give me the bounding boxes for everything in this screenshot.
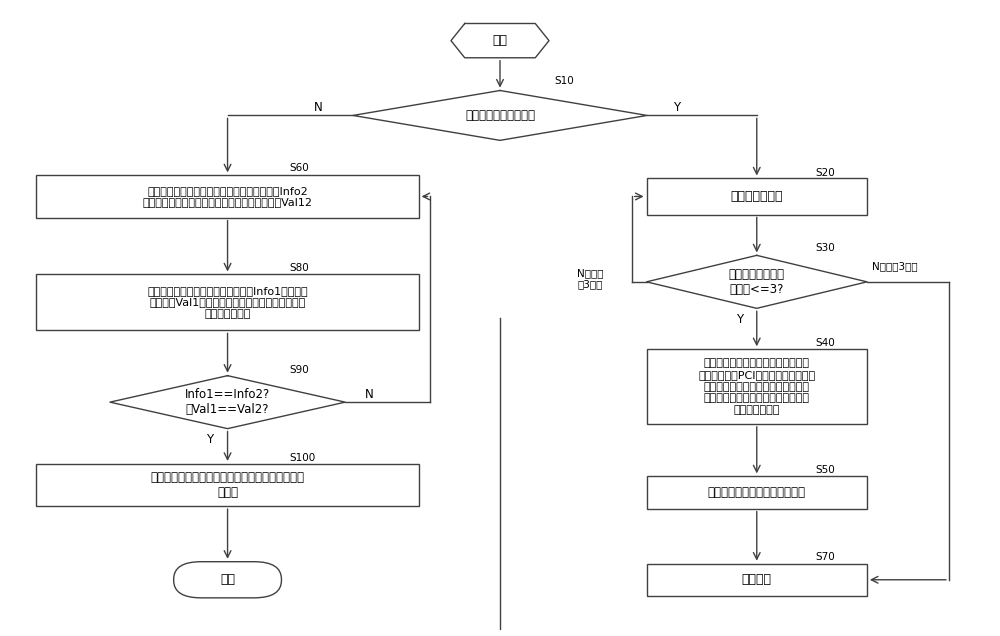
Text: N: N: [314, 102, 323, 114]
Polygon shape: [353, 90, 647, 141]
Polygon shape: [647, 256, 867, 308]
Text: 在管理员模式下，获取主机的第一硬
件信息，写入PCI密码卡的存储区；在
进入文件指定界面后，获取待度量文
件的第一哈希值，写入存储区；并可
修改管理员口令: 在管理员模式下，获取主机的第一硬 件信息，写入PCI密码卡的存储区；在 进入文件…: [698, 358, 815, 415]
Text: 管理员口令正确？
且次数<=3?: 管理员口令正确？ 且次数<=3?: [729, 268, 785, 296]
FancyBboxPatch shape: [647, 349, 867, 424]
Text: S80: S80: [289, 263, 309, 273]
Text: S50: S50: [816, 465, 835, 475]
Text: S90: S90: [289, 365, 309, 375]
Text: Y: Y: [736, 313, 743, 326]
FancyBboxPatch shape: [36, 464, 419, 506]
FancyBboxPatch shape: [647, 178, 867, 214]
Text: 进入用户模式时，扫描主机中的第二硬件信息Info2
并获取主机中的待度量文件的数据的第二哈希值Val12: 进入用户模式时，扫描主机中的第二硬件信息Info2 并获取主机中的待度量文件的数…: [143, 186, 313, 207]
Polygon shape: [451, 24, 549, 58]
Text: 预定时间内是否有输入: 预定时间内是否有输入: [465, 109, 535, 122]
Text: N: N: [365, 388, 374, 401]
Text: S70: S70: [816, 552, 835, 562]
Text: S40: S40: [816, 338, 835, 348]
Text: 重启系统: 重启系统: [742, 573, 772, 586]
FancyBboxPatch shape: [36, 176, 419, 218]
Text: N（不大
于3次）: N（不大 于3次）: [577, 268, 604, 289]
FancyBboxPatch shape: [647, 476, 867, 509]
Text: S60: S60: [289, 163, 309, 174]
FancyBboxPatch shape: [647, 563, 867, 596]
Text: Y: Y: [673, 102, 680, 114]
Text: Y: Y: [206, 433, 213, 446]
Text: 获取控制权并完成操作系统的装载，以进入所述操
作传统: 获取控制权并完成操作系统的装载，以进入所述操 作传统: [151, 471, 305, 499]
FancyBboxPatch shape: [36, 274, 419, 331]
Text: 开始: 开始: [492, 34, 508, 47]
Polygon shape: [110, 376, 345, 429]
Text: N（大于3次）: N（大于3次）: [872, 261, 918, 272]
Text: 输入管理员口令: 输入管理员口令: [731, 190, 783, 203]
Text: 读取所述存储区的所述第一硬件信息Info1及所述第
一哈希值Val1，加载所述可信度量程序，利用可信
度量程进行比对: 读取所述存储区的所述第一硬件信息Info1及所述第 一哈希值Val1，加载所述可…: [147, 286, 308, 319]
Text: S100: S100: [289, 453, 316, 462]
Text: 结束: 结束: [220, 573, 235, 586]
FancyBboxPatch shape: [174, 562, 281, 598]
Text: S10: S10: [554, 76, 574, 86]
Text: S20: S20: [816, 168, 835, 177]
Text: 配置管理完成，重启系统或跳转: 配置管理完成，重启系统或跳转: [708, 486, 806, 499]
Text: S30: S30: [816, 242, 835, 252]
Text: Info1==Info2?
且Val1==Val2?: Info1==Info2? 且Val1==Val2?: [185, 388, 270, 416]
